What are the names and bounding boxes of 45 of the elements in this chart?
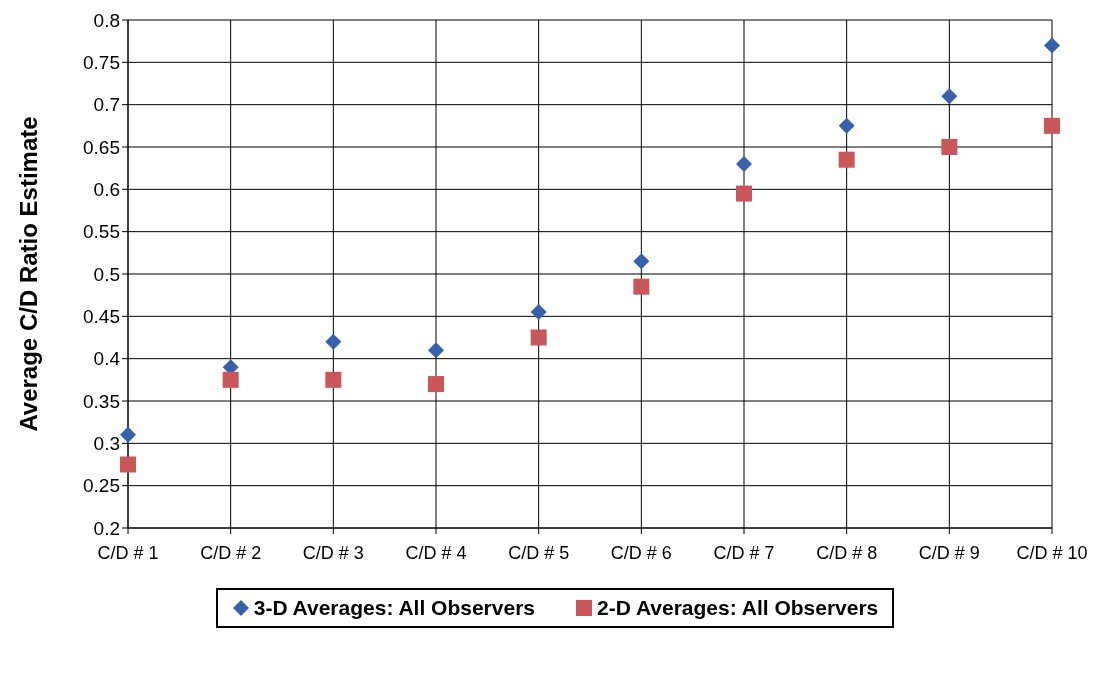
y-tick-label: 0.8 bbox=[93, 9, 120, 31]
legend-label: 2-D Averages: All Observers bbox=[597, 596, 879, 620]
point bbox=[222, 371, 239, 388]
point bbox=[530, 304, 547, 321]
y-tick-label: 0.4 bbox=[93, 348, 121, 370]
point bbox=[633, 253, 650, 270]
point bbox=[428, 376, 444, 393]
y-tick-label: 0.5 bbox=[93, 263, 120, 285]
point bbox=[325, 371, 342, 388]
y-tick-label: 0.2 bbox=[93, 517, 120, 539]
point bbox=[428, 342, 444, 359]
y-tick-label: 0.7 bbox=[93, 94, 120, 116]
x-tick-label: C/D # 1 bbox=[97, 542, 159, 563]
point bbox=[941, 139, 958, 155]
point bbox=[120, 426, 136, 443]
y-tick-label: 0.75 bbox=[83, 52, 120, 74]
point bbox=[633, 278, 650, 295]
x-tick-label: C/D # 8 bbox=[816, 542, 878, 563]
x-tick-label: C/D # 9 bbox=[918, 542, 980, 563]
y-tick-label: 0.3 bbox=[93, 433, 120, 455]
y-tick-label: 0.55 bbox=[83, 221, 120, 243]
y-tick-label: 0.6 bbox=[93, 179, 120, 201]
x-tick-label: C/D # 2 bbox=[200, 542, 262, 563]
point bbox=[736, 185, 752, 202]
y-tick-label: 0.65 bbox=[83, 136, 120, 158]
x-tick-label: C/D # 6 bbox=[610, 542, 672, 563]
x-tick-label: C/D # 7 bbox=[713, 542, 775, 563]
point bbox=[838, 151, 855, 168]
y-axis-title: Average C/D Ratio Estimate bbox=[14, 116, 42, 432]
x-tick-label: C/D # 10 bbox=[1016, 542, 1088, 563]
y-tick-label: 0.35 bbox=[83, 390, 120, 412]
x-tick-label: C/D # 3 bbox=[302, 542, 364, 563]
point bbox=[1044, 37, 1060, 54]
point bbox=[941, 88, 958, 105]
y-tick-label: 0.45 bbox=[83, 306, 120, 328]
point bbox=[325, 333, 342, 350]
y-tick-label: 0.25 bbox=[83, 475, 120, 497]
point bbox=[120, 456, 136, 473]
point bbox=[838, 117, 855, 134]
point bbox=[530, 329, 547, 346]
x-tick-label: C/D # 5 bbox=[508, 542, 570, 563]
x-tick-label: C/D # 4 bbox=[405, 542, 467, 563]
point bbox=[1044, 117, 1060, 134]
point bbox=[736, 155, 752, 172]
legend-label: 3-D Averages: All Observers bbox=[253, 596, 535, 620]
